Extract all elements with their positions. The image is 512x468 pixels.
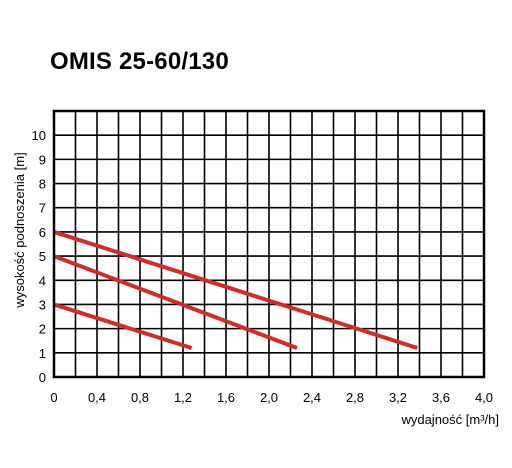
x-tick-label: 2,0 xyxy=(260,390,278,405)
y-tick-labels: 0 1 2 3 4 5 6 7 8 9 10 xyxy=(32,128,46,385)
x-tick-label: 4,0 xyxy=(475,390,493,405)
series-line-3 xyxy=(53,230,418,350)
y-tick-label: 9 xyxy=(39,152,46,167)
x-tick-label: 3,6 xyxy=(432,390,450,405)
y-tick-label: 10 xyxy=(32,128,46,143)
series-group xyxy=(53,230,418,350)
y-tick-label: 3 xyxy=(39,297,46,312)
series-line-2 xyxy=(53,254,298,350)
x-tick-label: 0,4 xyxy=(88,390,106,405)
y-tick-label: 8 xyxy=(39,177,46,192)
series-line-1 xyxy=(53,302,193,350)
x-tick-label: 3,2 xyxy=(389,390,407,405)
x-tick-labels: 0 0,4 0,8 1,2 1,6 2,0 2,4 2,8 3,2 3,6 4,0 xyxy=(50,390,493,405)
x-tick-label: 2,4 xyxy=(303,390,321,405)
x-tick-label: 2,8 xyxy=(346,390,364,405)
x-tick-label: 0,8 xyxy=(131,390,149,405)
x-tick-label: 1,2 xyxy=(174,390,192,405)
x-axis-label: wydajność [m³/h] xyxy=(400,412,499,427)
chart-title: OMIS 25-60/130 xyxy=(50,48,229,75)
plot-frame xyxy=(52,109,486,379)
y-axis-label: wysokość podnoszenia [m] xyxy=(12,152,27,308)
x-tick-label: 1,6 xyxy=(217,390,235,405)
y-tick-label: 6 xyxy=(39,225,46,240)
y-tick-label: 2 xyxy=(39,322,46,337)
y-tick-label: 1 xyxy=(39,346,46,361)
y-tick-label: 0 xyxy=(39,370,46,385)
y-tick-label: 4 xyxy=(39,273,46,288)
y-tick-label: 5 xyxy=(39,249,46,264)
grid xyxy=(54,111,484,377)
x-tick-label: 0 xyxy=(50,390,57,405)
y-tick-label: 7 xyxy=(39,201,46,216)
